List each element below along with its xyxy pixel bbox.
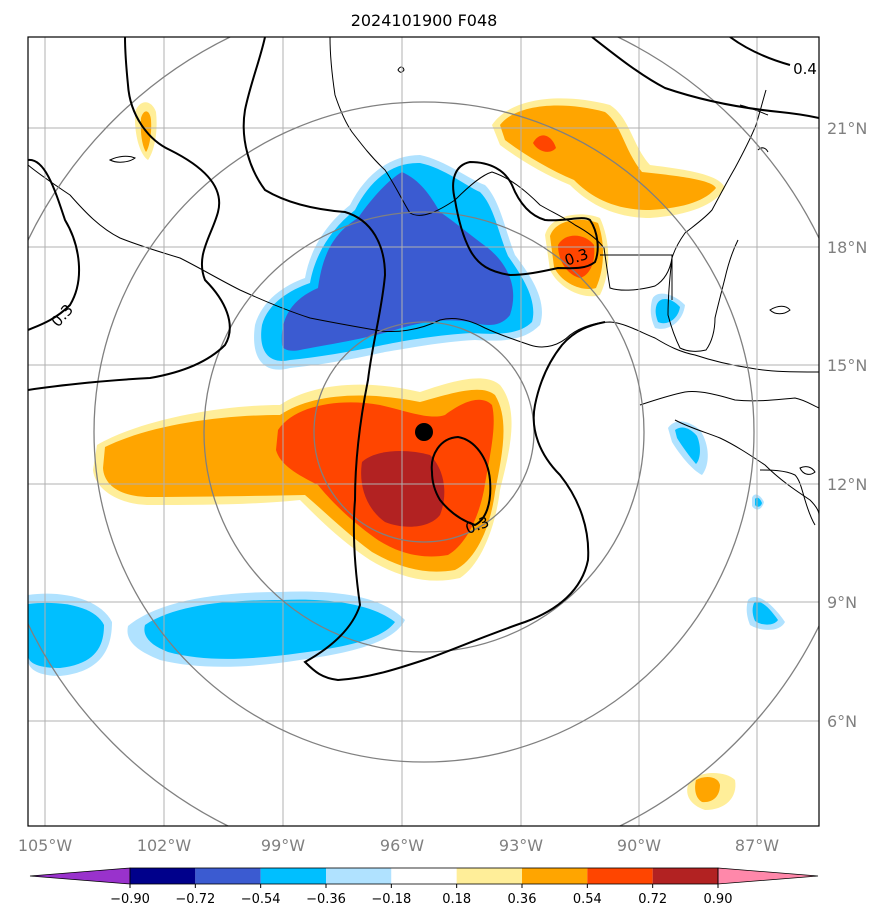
lon-label-90w: 90°W	[617, 836, 661, 855]
coastline-nicaragua	[759, 469, 816, 526]
map-frame	[27, 36, 820, 827]
negative-south-west-inner	[28, 602, 104, 668]
negative-anomaly-royalblue	[281, 172, 514, 351]
colorbar-tick-label: 0.72	[638, 892, 667, 907]
contour-line-top-right	[729, 37, 791, 66]
island-small-2	[799, 466, 816, 475]
coastline-central-america	[639, 391, 819, 409]
lon-label-102w: 102°W	[137, 836, 192, 855]
small-negative-honduras-inner	[675, 427, 700, 464]
colorbar-bin	[391, 868, 457, 884]
latitude-labels: 21°N 18°N 15°N 12°N 9°N 6°N	[827, 119, 867, 731]
contour-line-north-loop	[452, 160, 599, 277]
positive-anomaly-darkred	[361, 450, 445, 527]
coastline-central-america-south	[674, 419, 819, 516]
map-panel: 0.4 0.3 0.3 0.3	[28, 37, 819, 826]
colorbar-tick-label: −0.72	[175, 892, 215, 907]
coastline-yucatan-east	[667, 239, 739, 352]
colorbar-tick-label: 0.36	[508, 892, 537, 907]
colorbar-bin	[260, 868, 326, 884]
contour-line-northeast	[591, 37, 819, 119]
lon-label-87w: 87°W	[735, 836, 779, 855]
contour-line-central	[242, 37, 606, 682]
lon-label-96w: 96°W	[380, 836, 424, 855]
colorbar-tick-label: −0.36	[306, 892, 346, 907]
contour-lines	[28, 37, 819, 682]
gridlines	[28, 37, 819, 826]
colorbar-bin	[522, 868, 588, 884]
colorbar-bin	[587, 868, 653, 884]
colorbar-bin	[195, 868, 261, 884]
ne-anomaly-red-small	[533, 135, 556, 152]
lat-label-15n: 15°N	[827, 356, 867, 375]
lon-label-93w: 93°W	[499, 836, 543, 855]
range-ring-2	[203, 211, 645, 653]
lat-label-12n: 12°N	[827, 475, 867, 494]
colorbar-extend-low	[29, 867, 131, 885]
lon-label-105w: 105°W	[18, 836, 73, 855]
lat-label-21n: 21°N	[827, 119, 867, 138]
contour-line-west-b	[28, 37, 231, 391]
contour-line-center-loop	[430, 435, 492, 527]
colorbar-bin	[652, 868, 718, 884]
lon-label-99w: 99°W	[261, 836, 305, 855]
colorbar-tick-label: −0.90	[110, 892, 150, 907]
lat-label-6n: 6°N	[827, 712, 857, 731]
storm-center-dot	[415, 423, 433, 441]
border-guatemala	[600, 254, 673, 300]
colorbar-tick-label: 0.54	[573, 892, 602, 907]
colorbar: −0.90 −0.72 −0.54 −0.36 −0.18 0.18 0.36 0.54 0.7…	[29, 867, 819, 907]
colorbar-bin	[326, 868, 392, 884]
colorbar-bins	[29, 867, 819, 885]
colorbar-tick-label: 0.18	[442, 892, 471, 907]
contour-label-top-right: 0.4	[793, 60, 817, 78]
colorbar-frame	[129, 867, 719, 885]
island-small-4	[397, 66, 405, 73]
colorbar-extend-high	[717, 867, 819, 885]
lat-label-9n: 9°N	[827, 593, 857, 612]
colorbar-tick-label: 0.90	[704, 892, 733, 907]
colorbar-tick-label: −0.54	[241, 892, 281, 907]
small-positive-se-inner	[695, 777, 720, 803]
longitude-labels: 105°W 102°W 99°W 96°W 93°W 90°W 87°W	[18, 836, 779, 855]
colorbar-bin	[456, 868, 522, 884]
lat-label-18n: 18°N	[827, 238, 867, 257]
range-ring-3	[93, 101, 755, 763]
island-small-3	[769, 305, 791, 315]
filled-contours	[28, 98, 785, 810]
colorbar-bin	[130, 868, 196, 884]
range-ring-1	[313, 321, 535, 543]
small-negative-east-inner	[752, 601, 778, 625]
island-small-1	[108, 155, 136, 163]
coastline-gulf	[329, 37, 767, 291]
colorbar-tick-labels: −0.90 −0.72 −0.54 −0.36 −0.18 0.18 0.36 0.54 0.7…	[110, 884, 732, 907]
contour-line-west-a	[28, 158, 81, 331]
map-title: 2024101900 F048	[351, 11, 498, 30]
range-rings	[28, 37, 819, 826]
colorbar-tick-label: −0.18	[371, 892, 411, 907]
